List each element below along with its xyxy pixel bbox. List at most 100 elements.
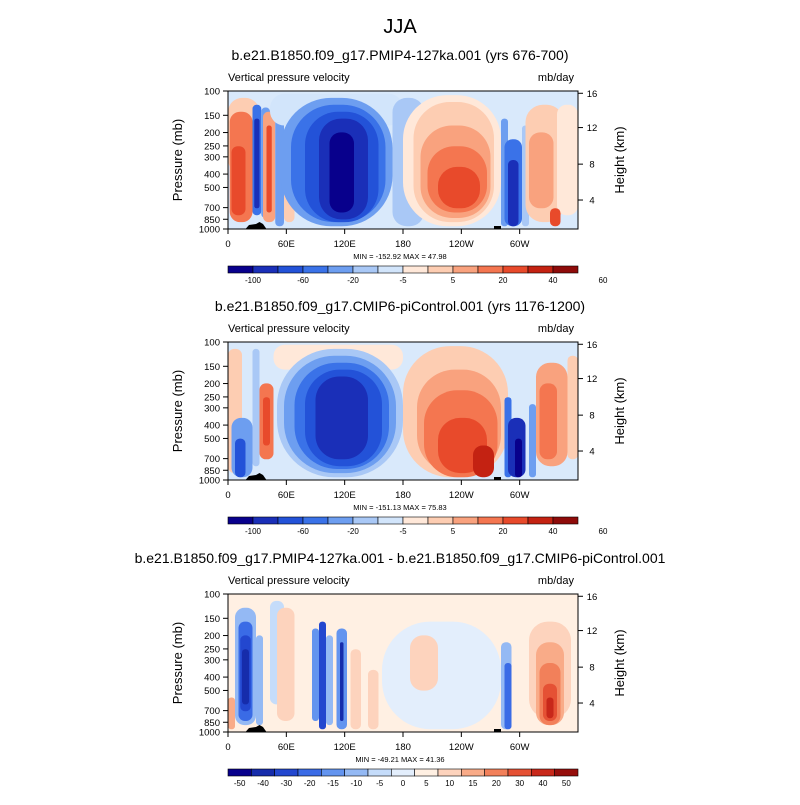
colorbar-segment	[352, 516, 379, 525]
contour-region	[382, 621, 501, 730]
x-tick-label: 120W	[449, 239, 474, 250]
y-tick-label: 200	[204, 631, 220, 642]
contour-region	[329, 132, 354, 213]
y-tick-label: 500	[204, 686, 220, 697]
colorbar-segment	[352, 265, 379, 274]
colorbar-label: 5	[424, 779, 429, 788]
contour-region	[326, 635, 333, 726]
y2-axis-label: Height (km)	[612, 126, 627, 193]
colorbar-segment	[531, 768, 555, 777]
colorbar-segment	[227, 768, 252, 777]
contour-field	[228, 342, 578, 480]
units-label: mb/day	[538, 72, 575, 84]
y-tick-label: 400	[204, 421, 220, 432]
y2-tick-label: 16	[587, 340, 598, 351]
colorbar-label: -50	[234, 779, 246, 788]
colorbar-label: -20	[347, 527, 359, 536]
colorbar-segment	[227, 516, 254, 525]
colorbar-segment	[502, 265, 529, 274]
x-tick-label: 0	[225, 742, 230, 753]
y-tick-label: 250	[204, 392, 220, 403]
contour-region	[557, 104, 578, 216]
colorbar-segment	[527, 516, 554, 525]
colorbar-label: 40	[539, 779, 548, 788]
colorbar-segment	[477, 265, 504, 274]
topography	[494, 477, 501, 480]
x-tick-label: 180	[395, 239, 411, 250]
contour-region	[312, 628, 319, 721]
y-tick-label: 1000	[199, 728, 220, 739]
colorbar-label: 5	[451, 527, 456, 536]
y-axis-label: Pressure (mb)	[170, 370, 185, 452]
variable-label: Vertical pressure velocity	[228, 72, 350, 84]
y-tick-label: 500	[204, 183, 220, 194]
y-tick-label: 850	[204, 718, 220, 729]
y2-axis-label: Height (km)	[612, 377, 627, 444]
contour-region	[515, 438, 522, 478]
min-max-stats: MIN = -49.21 MAX = 41.36	[355, 755, 444, 764]
colorbar-segment	[414, 768, 439, 777]
contour-region	[319, 621, 326, 730]
contour-region	[350, 649, 361, 730]
topography	[245, 725, 267, 732]
topography	[494, 729, 501, 732]
y-tick-label: 850	[204, 466, 220, 477]
contour-region	[410, 635, 438, 691]
colorbar-segment	[391, 768, 415, 777]
colorbar-segment	[377, 265, 404, 274]
colorbar-label: 20	[492, 779, 501, 788]
contour-region	[235, 438, 246, 478]
y2-tick-label: 12	[587, 374, 598, 385]
colorbar-segment	[277, 265, 304, 274]
units-label: mb/day	[538, 323, 575, 335]
colorbar-label: 20	[499, 276, 508, 285]
colorbar-label: 10	[445, 779, 454, 788]
colorbar-segment	[427, 265, 454, 274]
contour-region	[242, 649, 249, 705]
y-tick-label: 300	[204, 655, 220, 666]
contour-region	[263, 397, 270, 446]
y-tick-label: 150	[204, 111, 220, 122]
contour-region	[266, 125, 272, 213]
colorbar-label: -30	[281, 779, 293, 788]
x-tick-label: 60E	[278, 742, 295, 753]
contour-region	[277, 607, 295, 721]
x-tick-label: 0	[225, 239, 230, 250]
colorbar-label: -40	[257, 779, 269, 788]
min-max-stats: MIN = -152.92 MAX = 47.98	[353, 252, 446, 261]
y-tick-label: 1000	[199, 476, 220, 487]
x-tick-label: 60E	[278, 490, 295, 501]
y-tick-label: 500	[204, 434, 220, 445]
colorbar-segment	[302, 516, 329, 525]
contour-field	[228, 594, 578, 732]
colorbar-label: 40	[549, 276, 558, 285]
colorbar-segment	[527, 265, 554, 274]
y-tick-label: 400	[204, 170, 220, 181]
colorbar-segment	[327, 265, 354, 274]
y2-tick-label: 4	[589, 447, 594, 458]
colorbar-segment	[477, 516, 504, 525]
contour-region	[504, 663, 512, 730]
contour-region	[567, 355, 578, 460]
y-tick-label: 700	[204, 706, 220, 717]
y-tick-label: 150	[204, 614, 220, 625]
y-tick-label: 150	[204, 362, 220, 373]
colorbar-label: -5	[376, 779, 384, 788]
colorbar-label: -60	[297, 527, 309, 536]
y-tick-label: 300	[204, 152, 220, 163]
colorbar-label: 30	[515, 779, 524, 788]
y-tick-label: 100	[204, 590, 220, 601]
x-tick-label: 60W	[510, 490, 530, 501]
panel-title: b.e21.B1850.f09_g17.CMIP6-piControl.001 …	[215, 298, 585, 314]
y2-tick-label: 16	[587, 89, 598, 100]
panel-2: b.e21.B1850.f09_g17.CMIP6-piControl.001 …	[170, 298, 627, 536]
x-tick-label: 120E	[334, 490, 356, 501]
contour-region	[252, 348, 260, 467]
colorbar-segment	[251, 768, 275, 777]
colorbar-segment	[321, 768, 345, 777]
colorbar-segment	[274, 768, 299, 777]
y2-tick-label: 12	[587, 123, 598, 134]
x-tick-label: 60W	[510, 239, 530, 250]
contour-region	[254, 118, 260, 209]
